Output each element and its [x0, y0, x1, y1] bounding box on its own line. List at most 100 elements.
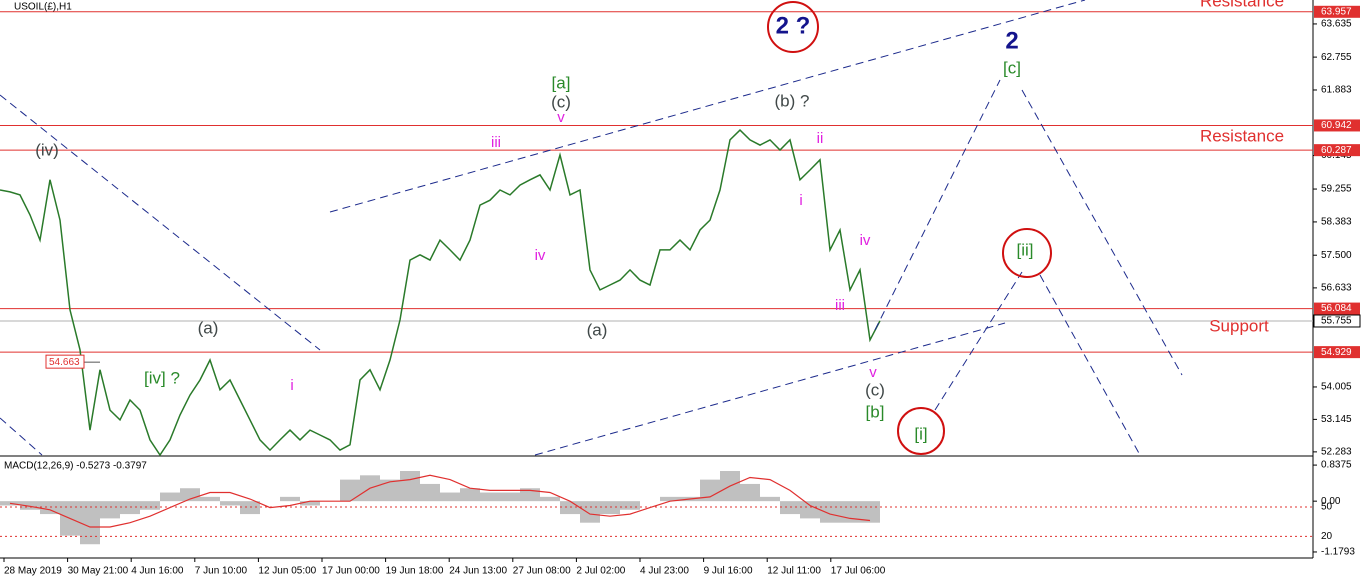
- level-tag: [1314, 119, 1360, 132]
- level-tag: [1314, 144, 1360, 157]
- macd-bar: [600, 501, 620, 515]
- macd-bar: [760, 496, 780, 502]
- macd-bar: [480, 492, 500, 502]
- y-tick-label: 0.8375: [1321, 460, 1352, 471]
- x-tick-label: 28 May 2019: [4, 566, 62, 577]
- x-tick-label: 24 Jun 13:00: [449, 566, 507, 577]
- y-tick-label: 57.500: [1321, 250, 1352, 261]
- x-tick-label: 30 May 21:00: [68, 566, 129, 577]
- wave-label: (c): [865, 380, 885, 399]
- trend-lines: [0, 0, 1183, 456]
- wave-label: [c]: [1003, 58, 1021, 77]
- macd-bar: [80, 501, 100, 545]
- y-tick-label: -1.1793: [1321, 547, 1355, 558]
- wave-label: v: [869, 364, 877, 381]
- level-label: 63.957: [1321, 6, 1352, 17]
- x-tick-label: 12 Jun 05:00: [258, 566, 316, 577]
- wave-label: i: [290, 377, 293, 394]
- x-tick-label: 17 Jun 00:00: [322, 566, 380, 577]
- current-tag: [1313, 314, 1361, 328]
- marker-tag: [45, 354, 85, 369]
- macd-bar: [460, 488, 480, 502]
- y-tick-label: 52.283: [1321, 447, 1352, 458]
- marker-label: 54.663: [49, 357, 80, 368]
- wave-label: [ii]: [1017, 240, 1034, 259]
- trend-line: [1021, 89, 1183, 376]
- trend-line: [934, 271, 1023, 411]
- wave-label: 2 ?: [776, 12, 811, 39]
- macd-bar: [440, 492, 460, 502]
- zone-label: Resistance: [1200, 126, 1284, 145]
- zone-label: Support: [1209, 316, 1269, 335]
- wave-label: [a]: [552, 73, 571, 92]
- level-label: 56.084: [1321, 303, 1352, 314]
- macd-bar: [100, 501, 120, 519]
- zone-label: Resistance: [1200, 0, 1284, 10]
- wave-label: (a): [587, 320, 608, 339]
- macd-bar: [200, 496, 220, 502]
- y-tick-label: 56.633: [1321, 283, 1352, 294]
- macd-bar: [20, 501, 40, 510]
- wave-label: [i]: [914, 424, 927, 443]
- level-tag: [1314, 302, 1360, 315]
- macd-bar: [820, 501, 840, 523]
- macd-bar: [40, 501, 60, 515]
- trend-line: [1039, 274, 1141, 456]
- x-tick-label: 4 Jun 16:00: [131, 566, 184, 577]
- macd-bar: [380, 479, 400, 502]
- symbol-title: USOIL(£),H1: [14, 2, 72, 13]
- y-tick-label: 53.145: [1321, 414, 1352, 425]
- price-layer: [0, 11, 1313, 457]
- wave-label: v: [557, 109, 565, 126]
- macd-bar: [740, 483, 760, 502]
- macd-bar: [420, 483, 440, 502]
- x-tick-label: 17 Jul 06:00: [831, 566, 886, 577]
- wave-label: (b) ?: [775, 91, 810, 110]
- x-tick-label: 2 Jul 02:00: [576, 566, 625, 577]
- y-tick-label: 54.005: [1321, 382, 1352, 393]
- macd-bar: [800, 501, 820, 519]
- osc-level-label: 20: [1321, 531, 1333, 542]
- macd-bar: [340, 479, 360, 502]
- x-tick-label: 19 Jun 18:00: [386, 566, 444, 577]
- wave-label: (a): [198, 318, 219, 337]
- trend-line: [329, 0, 1086, 213]
- macd-bar: [220, 501, 240, 506]
- signal-line: [9, 474, 871, 528]
- macd-bar: [780, 501, 800, 515]
- wave-label: 2: [1005, 27, 1018, 54]
- annotations: 2 ? 2 [c] [a] (c) v (b) ? iii ii (iv) i …: [35, 0, 1284, 455]
- macd-bar: [580, 501, 600, 523]
- macd-bar: [120, 501, 140, 515]
- x-tick-label: 4 Jul 23:00: [640, 566, 689, 577]
- macd-bar: [560, 501, 580, 515]
- wave-label: (c): [551, 92, 571, 111]
- price-line: [0, 129, 881, 457]
- macd-bar: [160, 492, 180, 502]
- x-tick-label: 9 Jul 16:00: [704, 566, 753, 577]
- trend-line: [0, 94, 321, 351]
- circle: [1002, 228, 1052, 278]
- wave-label: [b]: [866, 402, 885, 421]
- osc-level-label: 50: [1321, 502, 1333, 513]
- x-tick-label: 27 Jun 08:00: [513, 566, 571, 577]
- macd-bar: [140, 501, 160, 510]
- indicator-title: MACD(12,26,9) -0.5273 -0.3797: [4, 461, 147, 472]
- circle: [897, 407, 945, 455]
- macd-bar: [660, 496, 680, 502]
- wave-label: iv: [535, 247, 546, 264]
- y-tick-label: 0.00: [1321, 496, 1341, 507]
- wave-label: (iv): [35, 140, 59, 159]
- y-tick-label: 59.255: [1321, 184, 1352, 195]
- macd-bar: [540, 496, 560, 502]
- wave-label: iii: [491, 134, 501, 151]
- level-tag: [1314, 346, 1360, 359]
- x-tick-label: 7 Jun 10:00: [195, 566, 248, 577]
- wave-label: i: [799, 192, 802, 209]
- y-tick-label: 62.755: [1321, 52, 1352, 63]
- y-tick-label: 61.883: [1321, 85, 1352, 96]
- wave-label: [iv] ?: [144, 368, 180, 387]
- circle: [767, 1, 819, 53]
- trend-line: [874, 79, 1001, 331]
